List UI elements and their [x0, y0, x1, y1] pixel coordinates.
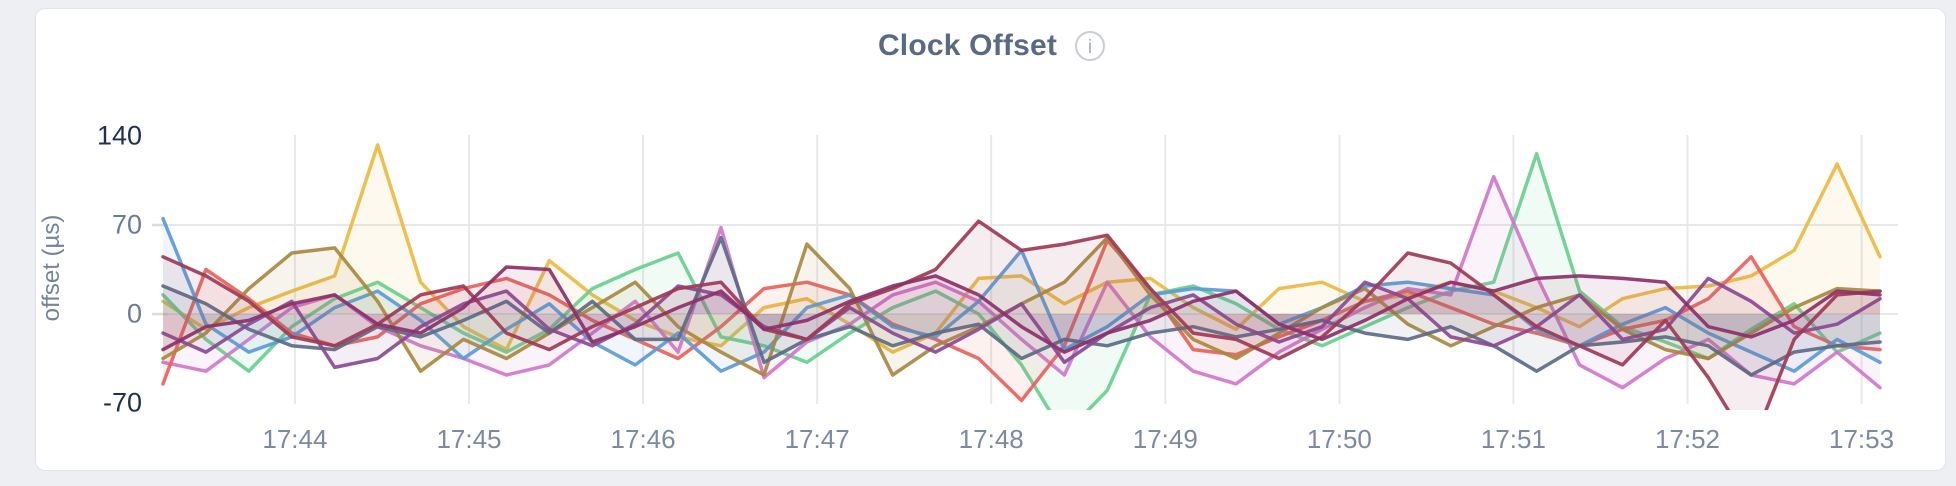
series-plum-area [163, 267, 1880, 353]
x-tick-label: 17:48 [958, 424, 1024, 454]
series-wine-line [161, 219, 1882, 410]
x-tick-label: 17:46 [610, 424, 676, 454]
series-slate-line [161, 235, 1882, 377]
x-tick-label: 17:47 [784, 424, 850, 454]
chart-header: Clock Offset i [35, 26, 1948, 66]
info-icon[interactable]: i [1075, 31, 1106, 61]
y-tick-label: -70 [102, 387, 142, 418]
series-blue-area [163, 218, 1880, 372]
x-tick-label: 17:49 [1132, 424, 1198, 454]
series-violet-line [161, 276, 1882, 370]
series-coral-area [163, 240, 1880, 401]
series-wine-area [163, 221, 1880, 410]
x-tick-label: 17:50 [1306, 424, 1372, 454]
x-tick-label: 17:51 [1480, 424, 1546, 454]
x-tick-label: 17:45 [436, 424, 502, 454]
x-tick-label: 17:52 [1654, 424, 1721, 454]
series-layer [161, 143, 1882, 410]
y-tick-label: 140 [96, 120, 142, 151]
series-orchid-line [161, 174, 1882, 390]
chart-title: Clock Offset [877, 29, 1058, 62]
y-tick-label: 0 [126, 298, 142, 329]
x-tick-label: 17:44 [262, 424, 328, 454]
series-plum-line [161, 265, 1882, 354]
chart-plot-area[interactable] [140, 92, 1912, 410]
series-slate-area [163, 237, 1880, 375]
x-tick-label: 17:53 [1829, 424, 1895, 454]
series-orchid-area [163, 176, 1880, 388]
y-tick-label: 70 [111, 209, 142, 240]
